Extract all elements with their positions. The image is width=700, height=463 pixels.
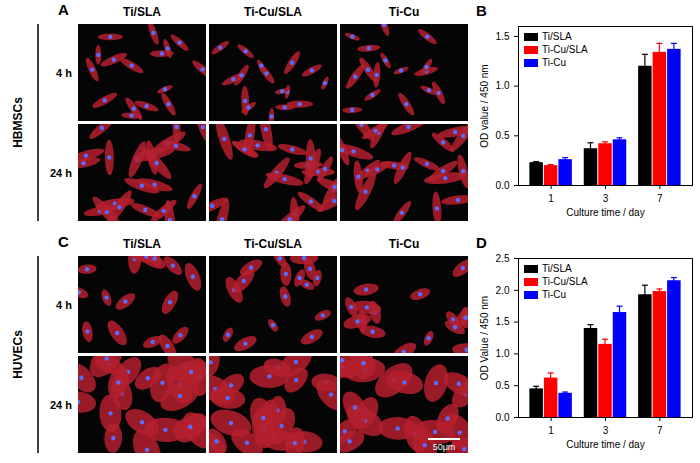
svg-text:OD value / 450 nm: OD value / 450 nm — [479, 64, 490, 147]
svg-text:0.0: 0.0 — [496, 180, 510, 191]
svg-text:24 h: 24 h — [50, 167, 72, 179]
svg-text:Ti-Cu: Ti-Cu — [389, 237, 419, 251]
svg-text:A: A — [58, 1, 69, 18]
svg-text:4 h: 4 h — [56, 67, 72, 79]
svg-text:0.5: 0.5 — [496, 130, 510, 141]
html-text:B: B — [476, 2, 487, 19]
html-text:Ti-Cu/SLA: Ti-Cu/SLA — [542, 276, 588, 287]
svg-text:3: 3 — [603, 425, 609, 436]
html-text:Ti-Cu/SLA: Ti-Cu/SLA — [542, 44, 588, 55]
html-text:D: D — [476, 234, 487, 251]
html-text:Ti/SLA: Ti/SLA — [542, 263, 572, 274]
html-text:Ti/SLA: Ti/SLA — [542, 31, 572, 42]
svg-text:4 h: 4 h — [56, 299, 72, 311]
svg-text:C: C — [58, 233, 69, 250]
svg-text:7: 7 — [657, 193, 663, 204]
svg-text:0.5: 0.5 — [496, 380, 510, 391]
svg-text:24 h: 24 h — [50, 399, 72, 411]
svg-text:1.0: 1.0 — [496, 80, 510, 91]
svg-text:50μm: 50μm — [433, 442, 456, 452]
svg-text:1: 1 — [548, 193, 554, 204]
svg-text:1: 1 — [548, 425, 554, 436]
svg-text:3: 3 — [603, 193, 609, 204]
svg-text:OD Value / 450 nm: OD Value / 450 nm — [479, 296, 490, 380]
svg-text:2.0: 2.0 — [496, 285, 510, 296]
svg-text:HBMSCs: HBMSCs — [11, 97, 25, 148]
svg-text:Ti/SLA: Ti/SLA — [123, 5, 161, 19]
svg-text:Culture time / day: Culture time / day — [566, 207, 644, 218]
svg-text:1.5: 1.5 — [496, 316, 510, 327]
svg-text:Ti/SLA: Ti/SLA — [123, 237, 161, 251]
svg-text:1.0: 1.0 — [496, 348, 510, 359]
svg-text:Ti-Cu/SLA: Ti-Cu/SLA — [244, 5, 302, 19]
svg-text:Ti-Cu/SLA: Ti-Cu/SLA — [244, 237, 302, 251]
html-text:Ti-Cu: Ti-Cu — [542, 57, 567, 68]
svg-text:Culture time / day: Culture time / day — [566, 439, 644, 450]
svg-text:Ti-Cu: Ti-Cu — [389, 5, 419, 19]
svg-text:2.5: 2.5 — [496, 253, 510, 264]
svg-text:7: 7 — [657, 425, 663, 436]
html-text:Ti-Cu: Ti-Cu — [542, 289, 567, 300]
svg-text:0.0: 0.0 — [496, 412, 510, 423]
svg-text:1.5: 1.5 — [496, 31, 510, 42]
svg-text:HUVECs: HUVECs — [11, 330, 25, 379]
